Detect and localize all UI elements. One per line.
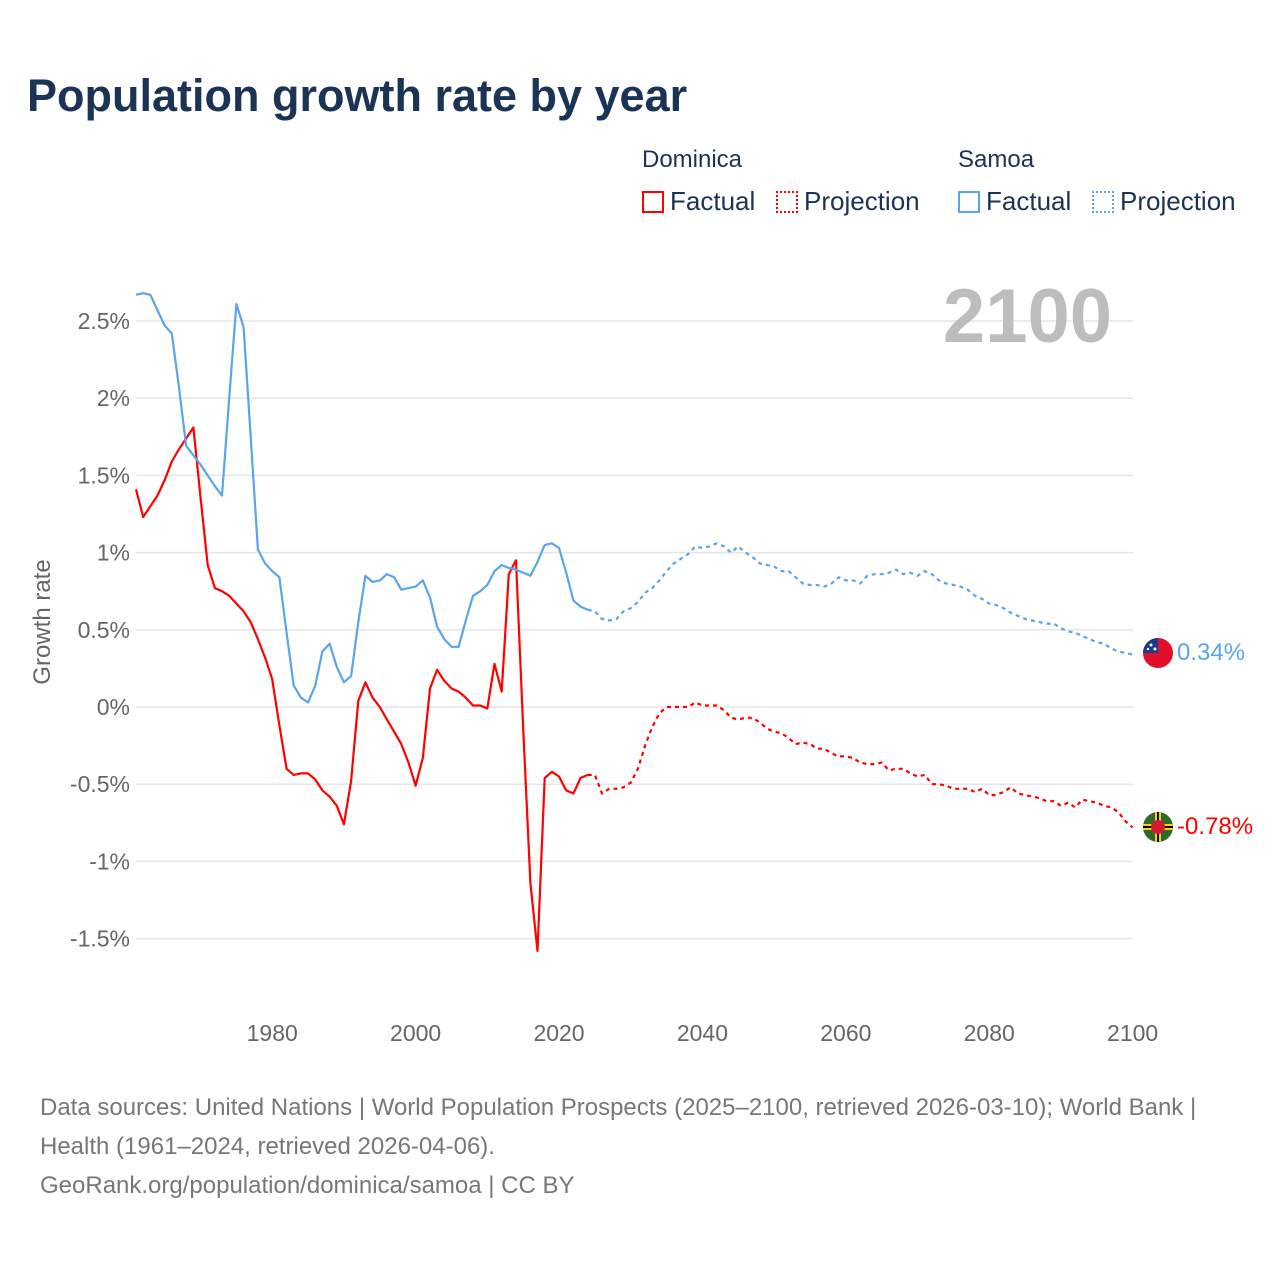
series-dominica-factual <box>134 426 589 953</box>
source-text: Data sources: United Nations | World Pop… <box>40 1094 1197 1160</box>
year-watermark: 2100 <box>943 274 1112 359</box>
legend-group-samoa: Samoa <box>958 146 1035 173</box>
y-tick-label: 1% <box>97 540 130 566</box>
y-tick-label: 1.5% <box>78 462 130 488</box>
legend-swatch-solid <box>642 190 664 213</box>
chart-title: Population growth rate by year <box>27 70 688 121</box>
y-tick-label: 0.5% <box>78 617 130 643</box>
legend-label: Projection <box>804 186 920 216</box>
legend-dominica-projection[interactable]: Projection <box>776 186 920 217</box>
x-tick-label: 2020 <box>533 1020 584 1046</box>
source-link[interactable]: GeoRank.org/population/dominica/samoa | … <box>40 1172 575 1199</box>
chart-plot: 2.5% 2% 1.5% 1% 0.5% 0% -0.5% -1% -1.5% 1980 2000 2… <box>29 274 1253 1046</box>
legend-label: Factual <box>670 186 756 216</box>
y-tick-label: 0% <box>97 694 130 720</box>
series-dominica-projection <box>587 701 1134 829</box>
x-tick-label: 2100 <box>1107 1020 1158 1046</box>
series-samoa-factual <box>135 292 589 704</box>
legend-swatch-dotted <box>1092 190 1114 213</box>
y-tick-label: -0.5% <box>70 771 130 797</box>
dominica-end-label: -0.78% <box>1177 813 1253 840</box>
y-tick-label: 2.5% <box>78 308 130 334</box>
samoa-end-label: 0.34% <box>1177 639 1245 666</box>
x-tick-label: 2080 <box>964 1020 1015 1046</box>
y-tick-label: -1.5% <box>70 926 130 952</box>
samoa-flag-icon <box>1143 638 1173 668</box>
x-tick-label: 2000 <box>390 1020 441 1046</box>
dominica-flag-icon <box>1143 812 1173 842</box>
legend-label: Factual <box>986 186 1072 216</box>
source-note: Data sources: United Nations | World Pop… <box>40 1088 1240 1205</box>
x-tick-label: 2040 <box>677 1020 728 1046</box>
y-tick-label: -1% <box>89 848 130 874</box>
legend-group-dominica: Dominica <box>642 146 743 173</box>
legend-dominica-factual[interactable]: Factual <box>642 186 755 217</box>
legend-samoa-factual[interactable]: Factual <box>958 186 1071 217</box>
legend-swatch-dotted <box>776 190 798 213</box>
legend-swatch-solid <box>958 190 980 213</box>
y-axis-label: Growth rate <box>29 559 56 684</box>
x-tick-label: 1980 <box>247 1020 298 1046</box>
legend-samoa-projection[interactable]: Projection <box>1092 186 1236 217</box>
x-tick-label: 2060 <box>820 1020 871 1046</box>
series-samoa-projection <box>587 542 1133 656</box>
y-tick-label: 2% <box>97 385 130 411</box>
legend-label: Projection <box>1120 186 1236 216</box>
